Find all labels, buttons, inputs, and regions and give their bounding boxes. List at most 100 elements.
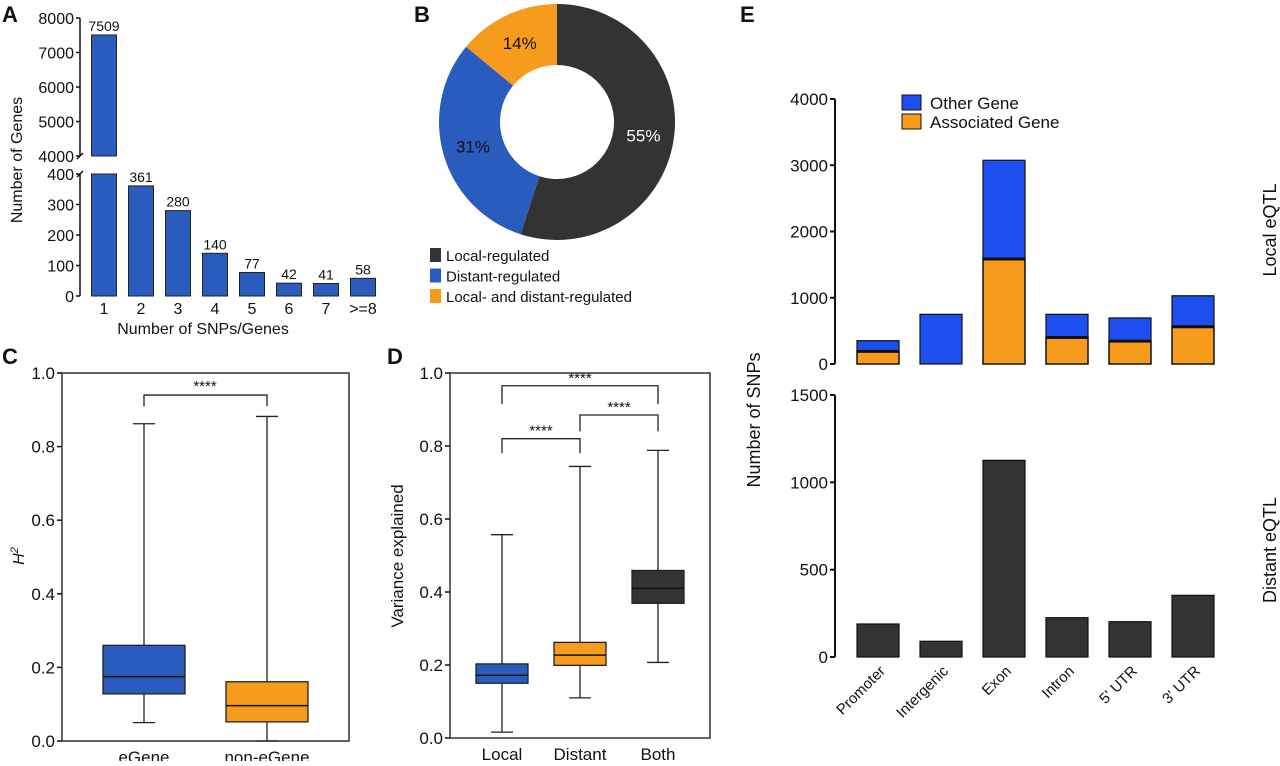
plot-frame (61, 372, 350, 742)
bar-upper-segment (91, 34, 117, 157)
bar-segment (856, 623, 900, 658)
bar-lower-segment (91, 173, 117, 297)
subplot-title: Distant eQTL (1260, 497, 1280, 603)
bar-segment (1045, 336, 1089, 365)
y-axis-label-superscript: 2 (9, 547, 21, 554)
y-tick-label: 6000 (38, 80, 74, 97)
x-tick-label: 3 (174, 301, 183, 318)
legend-swatch (430, 248, 441, 262)
x-tick-label: Intergenic (893, 662, 952, 721)
legend-label: Local- and distant-regulated (446, 289, 632, 306)
panel-letter-c: C (2, 344, 18, 369)
bar-segment (1045, 617, 1089, 658)
bar (128, 185, 154, 297)
slice-label: 31% (456, 137, 490, 156)
bar-segment (1171, 325, 1215, 365)
y-tick-label: 5000 (38, 115, 74, 132)
y-tick-label: 4000 (790, 90, 828, 109)
bar-segment (1108, 621, 1152, 658)
significance-label: **** (193, 378, 217, 395)
y-tick-label: 1000 (790, 473, 828, 492)
legend-swatch (430, 289, 441, 303)
y-tick-label: 0.6 (31, 511, 55, 530)
legend-label: Distant-regulated (446, 269, 560, 286)
panel-d-box-plot: 0.0 0.2 0.4 0.6 0.8 1.0 Local Distant Both **** **… (388, 364, 711, 764)
significance-bracket (501, 385, 659, 405)
panel-b-donut-chart: 55% Local-regulated 31% Distant-regulated 14… (430, 4, 676, 306)
x-tick-label: Exon (979, 663, 1015, 699)
plot-frame (449, 372, 711, 739)
y-tick-label: 400 (47, 167, 74, 184)
bar-segment (1171, 295, 1215, 328)
bar-segment (1108, 340, 1152, 365)
y-tick-label: 0.4 (419, 583, 443, 602)
y-tick-label: 0.8 (419, 437, 443, 456)
box (102, 644, 186, 695)
y-tick-label: 0 (65, 289, 74, 306)
y-tick-label: 0 (819, 648, 828, 667)
y-tick-label: 1.0 (419, 364, 443, 383)
x-tick-label: Local (482, 745, 523, 761)
y-tick-label: 1000 (790, 289, 828, 308)
slice-label: 55% (626, 127, 660, 146)
y-axis-label: Variance explained (388, 484, 407, 627)
bar-data-label: 42 (281, 266, 297, 282)
significance-bracket (143, 394, 268, 407)
bar-segment (982, 258, 1026, 365)
subplot-title: Local eQTL (1260, 183, 1280, 276)
panel-letter-d: D (387, 344, 403, 369)
y-tick-label: 3000 (790, 156, 828, 175)
y-axis-label: Number of SNPs (744, 352, 764, 487)
bar-segment (856, 350, 900, 365)
y-tick-label: 1500 (790, 386, 828, 405)
x-tick-label: non-eGene (224, 748, 309, 761)
x-tick-label: 5 (248, 301, 257, 318)
y-tick-label: 0.6 (419, 510, 443, 529)
y-tick-label: 0.8 (31, 438, 55, 457)
bar-segment (919, 640, 963, 658)
bar (276, 282, 302, 297)
x-tick-label: 1 (100, 301, 109, 318)
x-tick-label: 2 (137, 301, 146, 318)
y-tick-label: 500 (800, 561, 828, 580)
legend-label: Associated Gene (930, 113, 1059, 132)
panel-c-box-plot: 0.0 0.2 0.4 0.6 0.8 1.0 eGene non-eGene **** H2 (9, 364, 350, 766)
x-tick-label: Intron (1039, 663, 1078, 702)
panel-letter-e: E (740, 2, 755, 27)
panel-letter-b: B (414, 2, 430, 27)
bar (239, 272, 265, 297)
x-tick-label: 4 (211, 301, 220, 318)
donut-slice (439, 46, 540, 235)
legend-swatch (901, 113, 922, 130)
legend-label: Local-regulated (446, 248, 549, 265)
bar-segment (856, 340, 900, 353)
y-tick-label: 0.2 (31, 658, 55, 677)
bar-segment (982, 159, 1026, 260)
donut-slice (520, 4, 676, 240)
x-tick-label: 3' UTR (1159, 663, 1204, 708)
legend-swatch (430, 268, 441, 283)
panel-letter-a: A (2, 2, 18, 27)
y-tick-label: 7000 (38, 46, 74, 63)
x-tick-label: >=8 (349, 301, 377, 318)
y-tick-label: 4000 (38, 149, 74, 166)
x-tick-label: eGene (118, 748, 169, 761)
bar-segment (1171, 594, 1215, 658)
bar-segment (1045, 313, 1089, 339)
x-tick-label: Both (641, 745, 676, 761)
box (225, 681, 309, 723)
bar (202, 252, 228, 297)
box (553, 641, 607, 667)
panel-e-stacked-bar-chart: 0 1000 2000 3000 4000 Local eQTL 0 500 1000 1500 D… (744, 90, 1280, 721)
y-tick-label: 0.0 (419, 729, 443, 748)
y-axis-label: Number of Genes (9, 97, 26, 223)
bar-segment (1108, 317, 1152, 342)
bar-segment (919, 313, 963, 365)
y-tick-label: 200 (47, 228, 74, 245)
slice-label: 14% (503, 34, 537, 53)
significance-label: **** (529, 423, 553, 440)
x-axis-label: Number of SNPs/Genes (117, 321, 289, 338)
y-axis-label: H2 (9, 547, 28, 565)
bar-data-label: 361 (129, 169, 153, 185)
y-tick-label: 0 (819, 355, 828, 374)
